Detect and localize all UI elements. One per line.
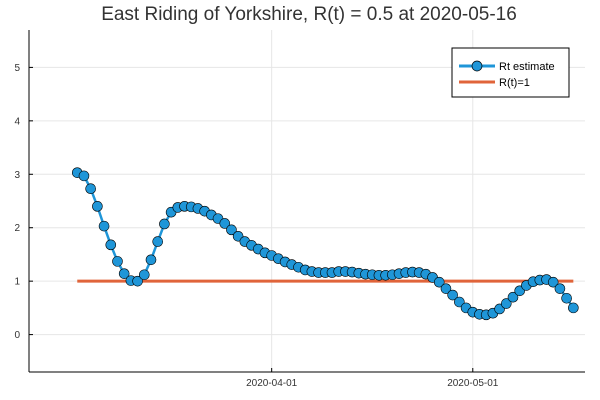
x-tick-label: 2020-05-01 xyxy=(447,378,499,389)
y-tick-label: 1 xyxy=(14,277,20,288)
legend-box xyxy=(451,47,570,98)
data-point-rt-estimate xyxy=(98,220,110,232)
data-point-rt-estimate xyxy=(507,291,519,303)
data-point-rt-estimate xyxy=(433,276,445,288)
data-point-rt-estimate xyxy=(152,236,164,247)
legend: Rt estimate R(t)=1 xyxy=(451,47,570,98)
y-tick-label: 4 xyxy=(14,116,20,127)
legend-label-rt-1: R(t)=1 xyxy=(499,77,530,89)
data-point-rt-estimate xyxy=(447,289,458,301)
y-tick-label: 3 xyxy=(14,170,20,181)
legend-label-rt-estimate: Rt estimate xyxy=(499,61,555,73)
tick-labels: 0 1 2 3 4 5 2020-04-01 2020-05-01 xyxy=(14,63,498,389)
data-point-rt-estimate xyxy=(440,283,452,294)
data-point-rt-estimate xyxy=(568,302,579,314)
data-point-rt-estimate xyxy=(112,256,123,267)
plot-area xyxy=(71,167,579,321)
data-point-rt-estimate xyxy=(219,218,231,229)
data-point-rt-estimate xyxy=(500,298,512,309)
legend-marker-rt-estimate xyxy=(471,60,483,72)
data-point-rt-estimate xyxy=(118,268,130,279)
data-point-rt-estimate xyxy=(85,183,96,195)
data-point-rt-estimate xyxy=(159,218,170,230)
y-tick-label: 0 xyxy=(14,330,20,341)
data-point-rt-estimate xyxy=(139,269,150,281)
y-tick-label: 2 xyxy=(14,223,20,234)
data-point-rt-estimate xyxy=(561,292,572,304)
data-point-rt-estimate xyxy=(105,239,117,251)
data-point-rt-estimate xyxy=(78,170,90,182)
data-point-rt-estimate xyxy=(92,201,103,212)
axes xyxy=(28,30,585,373)
data-point-rt-estimate xyxy=(132,275,143,287)
y-tick-label: 5 xyxy=(14,63,20,74)
data-point-rt-estimate xyxy=(554,283,566,294)
data-point-rt-estimate xyxy=(547,276,559,288)
chart-title: East Riding of Yorkshire, R(t) = 0.5 at … xyxy=(101,4,517,25)
data-point-rt-estimate xyxy=(145,254,157,266)
data-point-rt-estimate xyxy=(454,296,465,308)
data-point-rt-estimate xyxy=(226,224,237,236)
x-tick-label: 2020-04-01 xyxy=(246,378,298,389)
